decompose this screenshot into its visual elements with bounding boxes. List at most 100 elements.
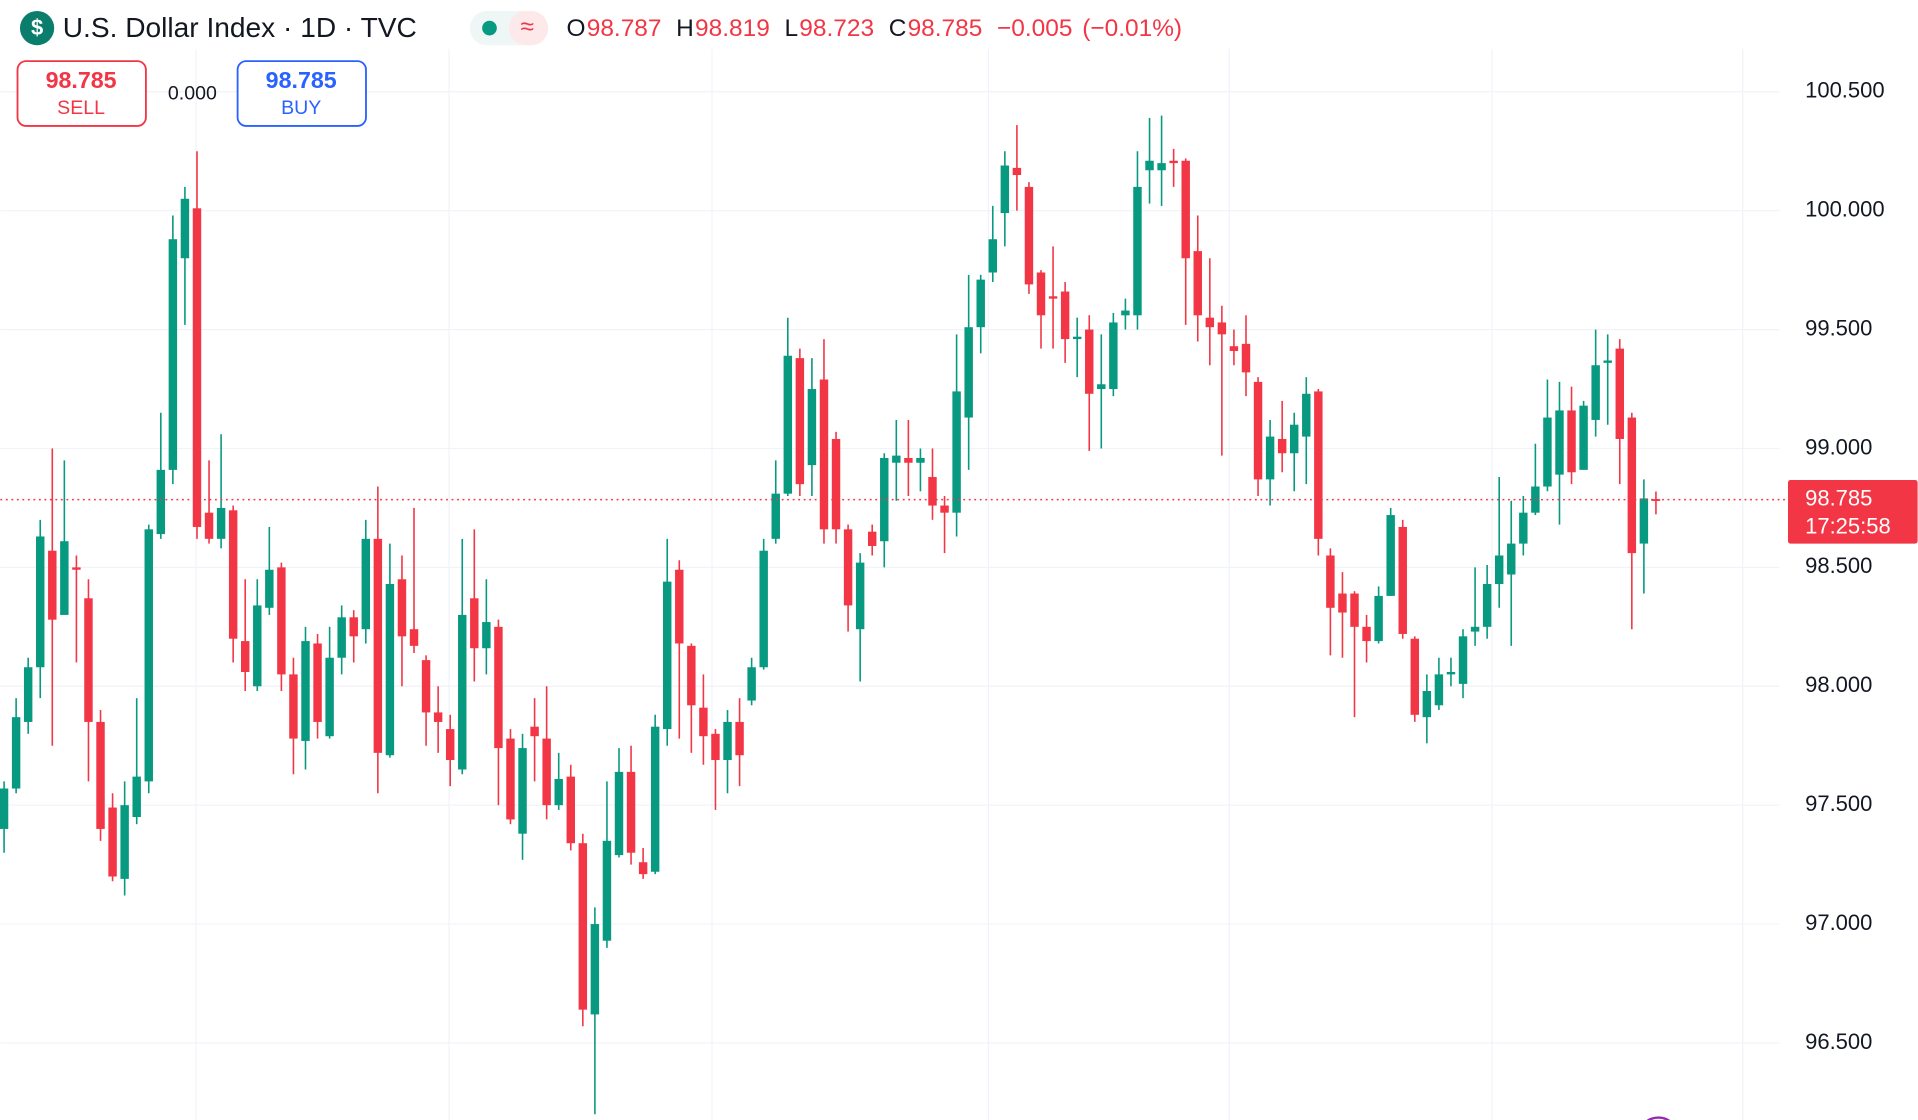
candle-body [361,538,371,630]
candle-body [699,707,708,737]
candle-body [892,455,901,463]
candle-body [156,469,166,535]
candle-body [132,776,141,818]
sell-button[interactable] [16,60,147,127]
candle-body [1434,674,1444,706]
candle-body [373,538,383,753]
candle-body [1060,291,1070,340]
candle-body [1410,638,1420,715]
candle-body [1121,310,1130,316]
candle-body [0,788,9,829]
candle-body [325,657,334,737]
corner-icon[interactable] [1639,1116,1678,1120]
change-percent: (−0.01%) [1082,15,1182,42]
candle-body [518,748,527,834]
candle-body [1326,555,1335,608]
candle-body [1181,160,1190,259]
candle-body [23,667,33,722]
ohlc-value: 98.787 [587,15,662,42]
candle-body [1458,636,1468,684]
candle-body [1097,384,1106,390]
candle-body [1277,438,1287,454]
candle-body [1398,526,1407,634]
candle-body [916,457,925,463]
y-tick-label: 98.000 [1805,672,1872,697]
candle-body [180,198,190,259]
sell-price: 98.785 [46,67,117,93]
candle-body [783,355,793,494]
candle-body [458,614,467,770]
ohlc-value: 98.723 [799,15,874,42]
candle-body [433,712,443,722]
sell-label: SELL [57,97,105,119]
candle-body [421,660,431,713]
candle-body [253,605,262,687]
candle-body [1350,593,1359,627]
candle-body [735,721,744,756]
candle-body [1000,165,1010,214]
y-tick-label: 97.000 [1805,910,1872,935]
candle-body [1036,272,1046,316]
candle-body [650,726,660,872]
candle-body [470,598,479,649]
candle-body [771,493,780,539]
candle-body [711,733,720,760]
candle-body [1579,405,1588,470]
candle-body [928,477,937,506]
candle-body [240,641,250,672]
candle-body [1603,360,1612,363]
candle-body [1615,348,1624,439]
candle-body [855,562,865,630]
candle-body [578,843,588,1010]
candle-body [976,279,985,328]
candle-body [626,771,636,853]
overlay: 98.785 17:25:58 [0,480,1918,544]
candle-body [1072,336,1082,340]
buy-button[interactable] [236,60,367,127]
candle-body [590,924,600,1015]
candle-body [867,531,877,546]
last-price-tag [1787,480,1918,544]
candle-body [638,862,648,875]
candle-body [1205,317,1215,328]
candle-body [445,729,455,760]
candle-body [554,779,563,806]
candle-body [1470,626,1480,632]
price-grid: 96.500 97.000 97.500 98.000 98.500 99.000 99.5… [0,78,1885,1054]
candle-body [204,512,214,539]
candle-body [313,643,322,722]
candle-body [1217,322,1227,335]
candle-body [84,598,93,722]
spread: 0.000 [168,82,217,104]
candle-body [1265,436,1275,480]
candle-body [904,457,913,463]
ohlc-key: C [889,15,907,42]
y-tick-label: 96.500 [1805,1029,1872,1054]
candle-body [1627,417,1637,554]
candle-body [1639,498,1649,544]
candle-body [795,358,805,485]
candle-body [1024,186,1034,285]
candle-body [831,438,841,530]
ohlc-key: O [567,15,586,42]
candle-body [1169,160,1178,164]
y-tick-label: 100.500 [1805,78,1885,103]
symbol-title[interactable]: U.S. Dollar Index · 1D · TVC [63,12,417,43]
change: −0.005 [997,15,1072,42]
candle-body [409,629,419,646]
candle-body [1314,391,1323,539]
candle-body [530,726,539,737]
candle-body [1374,595,1383,642]
candle-body [566,776,575,844]
ohlc-value: 98.819 [695,15,770,42]
candle-body [120,805,129,879]
candle-body [843,529,853,606]
candle-body [819,379,829,530]
candle-body [1085,329,1094,394]
candle-body [687,645,696,706]
y-tick-label: 99.500 [1805,315,1872,340]
candle-body [96,721,105,829]
candle-body [494,626,503,749]
y-tick-label: 100.000 [1805,196,1885,221]
candle-body [48,550,57,620]
